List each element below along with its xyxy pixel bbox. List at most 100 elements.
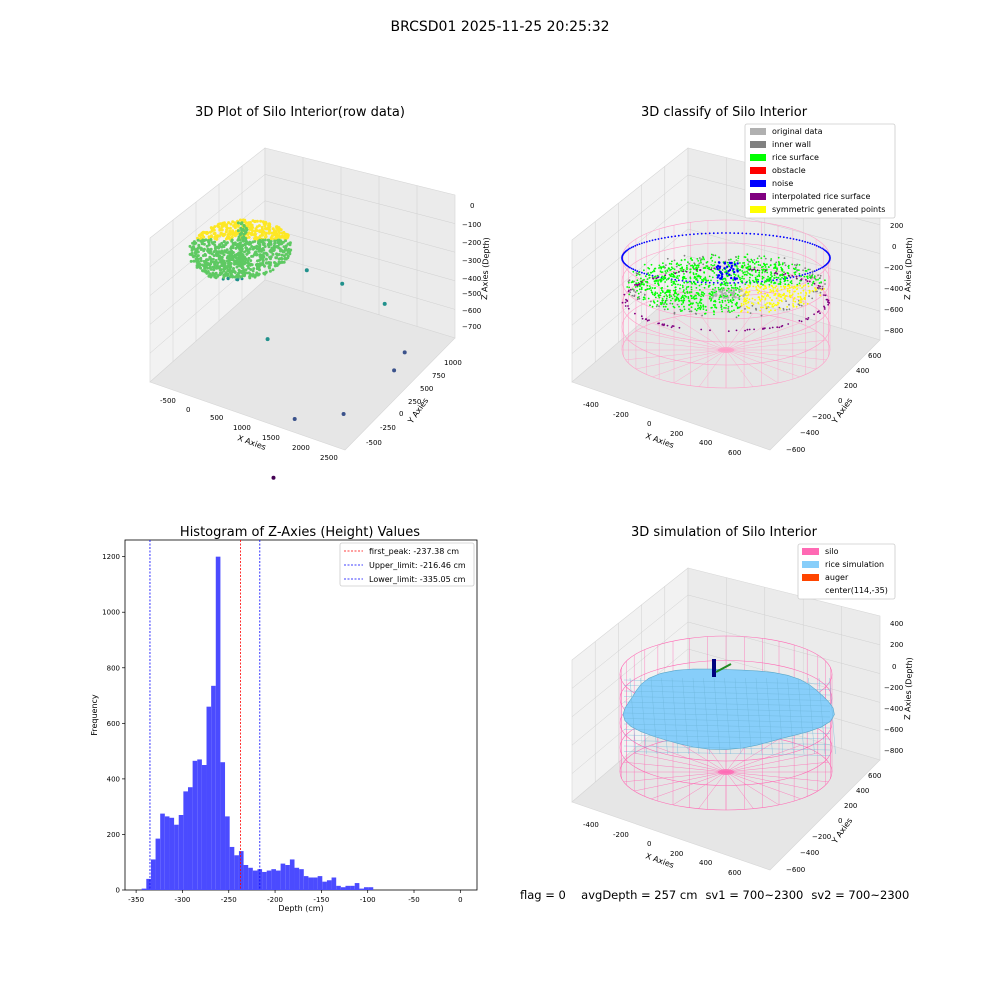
- classified-point: [767, 266, 770, 268]
- classified-point: [690, 288, 693, 291]
- rice-mesh-line: [661, 677, 668, 755]
- classified-point: [644, 298, 646, 300]
- noise-point: [749, 232, 752, 235]
- classified-point: [734, 286, 737, 289]
- silo-floor-spoke: [673, 316, 727, 351]
- raw-point: [250, 245, 254, 248]
- raw-point: [209, 262, 212, 266]
- classified-point: [731, 310, 733, 312]
- classified-point: [650, 289, 653, 292]
- raw-outlier-point: [304, 268, 309, 273]
- classified-point: [756, 284, 759, 287]
- classified-point: [634, 291, 637, 293]
- noise-point: [634, 244, 637, 247]
- raw-point: [252, 233, 256, 237]
- classify-x-tick: -200: [613, 411, 629, 419]
- classified-point: [746, 259, 749, 262]
- raw-point: [273, 242, 277, 245]
- classified-point: [676, 262, 679, 265]
- raw-point: [229, 262, 233, 265]
- classified-point: [691, 259, 694, 261]
- classified-point: [784, 264, 787, 267]
- classified-point: [680, 303, 683, 306]
- classified-point: [813, 275, 816, 277]
- histogram-bar: [141, 888, 147, 890]
- classified-point: [819, 287, 822, 290]
- noise-point: [716, 276, 719, 279]
- noise-point: [720, 277, 723, 280]
- classified-point: [731, 286, 733, 289]
- raw-point: [264, 235, 268, 239]
- classified-point: [630, 281, 633, 284]
- classify-z-ticklabels: 200 0 −200 −400 −600 −800: [884, 222, 903, 335]
- classified-point: [670, 295, 673, 297]
- raw-point: [276, 244, 280, 248]
- classified-point: [737, 267, 739, 270]
- noise-point: [685, 234, 688, 236]
- classified-point: [735, 259, 738, 261]
- classified-point: [643, 284, 645, 286]
- classified-point: [772, 287, 775, 289]
- classified-point: [653, 267, 656, 270]
- interpolated-point: [641, 317, 644, 320]
- classified-point: [757, 301, 760, 304]
- classified-point: [743, 264, 746, 267]
- interpolated-point: [663, 324, 665, 327]
- classified-point: [755, 280, 758, 283]
- noise-point: [761, 233, 763, 236]
- classified-point: [790, 286, 793, 288]
- silo-floor-spoke: [652, 349, 727, 378]
- y-tick-label: 600: [107, 720, 120, 728]
- classified-point: [648, 274, 650, 277]
- classified-point: [747, 301, 750, 303]
- classified-point: [746, 253, 749, 256]
- raw-point: [202, 247, 206, 251]
- classified-point: [653, 280, 656, 283]
- interpolated-point: [805, 318, 807, 320]
- noise-point: [789, 237, 792, 240]
- classified-point: [801, 286, 803, 289]
- interpolated-point: [805, 279, 807, 281]
- raw-point: [203, 252, 207, 256]
- noise-point: [801, 274, 804, 276]
- raw-point: [215, 250, 219, 254]
- classified-point: [775, 297, 778, 300]
- noise-point: [782, 236, 785, 239]
- classify-x-tick: 600: [728, 449, 741, 457]
- raw-point: [261, 238, 265, 242]
- raw-point: [217, 225, 221, 229]
- classified-point: [821, 285, 824, 288]
- classified-point: [713, 313, 715, 316]
- classified-point: [718, 256, 720, 259]
- noise-point: [736, 262, 739, 265]
- y-tick-label: 200: [107, 831, 120, 839]
- original-point: [734, 296, 737, 299]
- interpolated-point: [710, 268, 713, 271]
- classified-point: [704, 267, 706, 269]
- classified-point: [739, 305, 742, 308]
- classified-point: [793, 290, 796, 293]
- silo-floor-spoke: [725, 771, 818, 792]
- classify-legend-label: inner wall: [772, 140, 811, 149]
- classified-point: [644, 275, 647, 278]
- classified-point: [820, 281, 822, 283]
- classified-point: [643, 278, 645, 281]
- raw-z-axis-label: Z Axies (Depth): [480, 237, 491, 300]
- classified-point: [762, 284, 764, 286]
- silo-floor-spoke: [698, 771, 727, 809]
- noise-point: [801, 240, 804, 242]
- raw-x-ticklabels: -500 0 500 1000 1500 2000 2500: [160, 397, 338, 462]
- simulation-legend-swatch: [802, 548, 819, 555]
- classified-point: [768, 278, 771, 281]
- classified-point: [745, 305, 748, 308]
- classified-point: [817, 278, 819, 281]
- histogram-bar: [187, 787, 193, 890]
- classified-point: [723, 280, 725, 283]
- classified-point: [677, 264, 680, 266]
- classified-point: [671, 297, 674, 300]
- interpolated-point: [682, 270, 685, 273]
- raw-floor-pane: [149, 279, 456, 451]
- classified-point: [637, 296, 639, 299]
- raw-z-tick: −700: [462, 323, 481, 331]
- classified-point: [761, 270, 764, 272]
